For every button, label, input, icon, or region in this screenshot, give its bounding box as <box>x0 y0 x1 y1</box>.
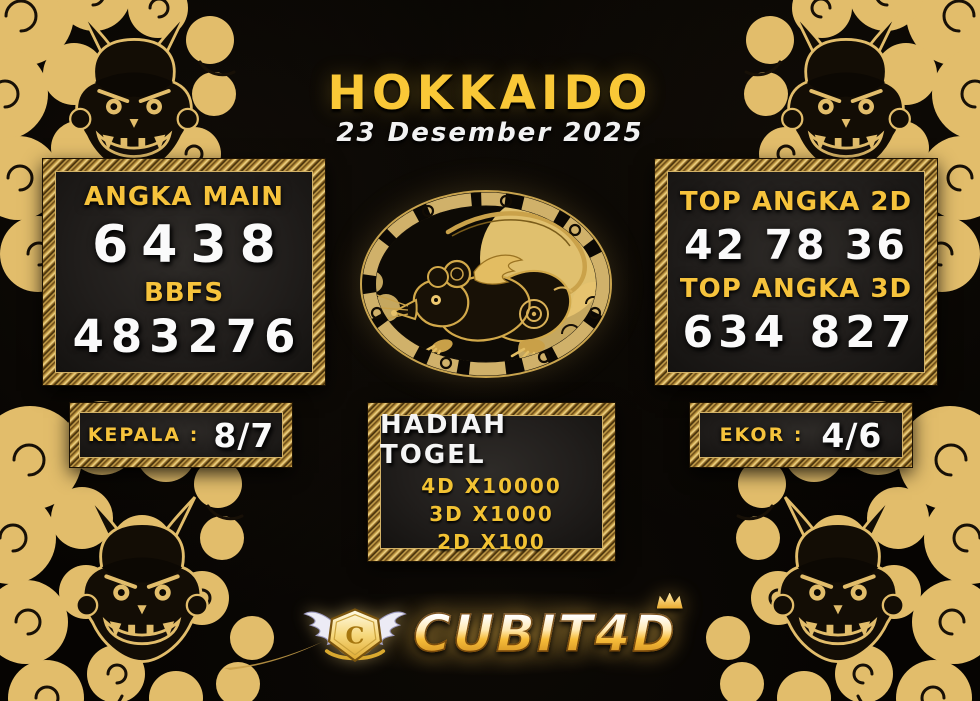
page-title: HOKKAIDO <box>327 66 653 121</box>
ekor-value: 4/6 <box>821 415 883 455</box>
angka-main-panel: ANGKA MAIN 6438 BBFS 483276 <box>42 158 326 386</box>
hadiah-line-3d: 3D X1000 <box>429 502 554 526</box>
top-2d-label: TOP ANGKA 2D <box>679 186 913 217</box>
angka-main-label: ANGKA MAIN <box>84 182 284 213</box>
kepala-value: 8/7 <box>213 415 275 455</box>
logo-badge-icon: C <box>303 608 408 663</box>
top-angka-panel: TOP ANGKA 2D 42 78 36 TOP ANGKA 3D 634 8… <box>654 158 938 386</box>
cloud-ring <box>362 192 610 376</box>
bbfs-value: 483276 <box>72 310 303 364</box>
angka-main-value: 6438 <box>92 215 289 276</box>
kepala-box: KEPALA : 8/7 <box>69 402 293 468</box>
wing-ornament <box>473 254 524 285</box>
badge-letter: C <box>346 622 365 650</box>
hadiah-panel: HADIAH TOGEL 4D X10000 3D X1000 2D X100 <box>367 402 616 562</box>
kepala-label: KEPALA : <box>87 424 200 446</box>
ekor-label: EKOR : <box>719 424 804 446</box>
zodiac-rat-icon <box>376 211 587 362</box>
top-2d-value: 42 78 36 <box>684 221 908 270</box>
top-3d-label: TOP ANGKA 3D <box>679 274 913 305</box>
hadiah-line-2d: 2D X100 <box>437 530 546 554</box>
ekor-box: EKOR : 4/6 <box>689 402 913 468</box>
hadiah-line-4d: 4D X10000 <box>421 474 562 498</box>
crown-icon <box>656 592 683 609</box>
brand-logo: C CUBIT4D <box>0 592 980 674</box>
logo-text: CUBIT4D <box>413 592 683 664</box>
zodiac-rat-medallion <box>360 190 612 378</box>
hadiah-title: HADIAH TOGEL <box>380 410 508 470</box>
bbfs-label: BBFS <box>143 277 225 308</box>
top-3d-value: 634 827 <box>682 307 917 359</box>
draw-date: 23 Desember 2025 <box>336 118 644 148</box>
